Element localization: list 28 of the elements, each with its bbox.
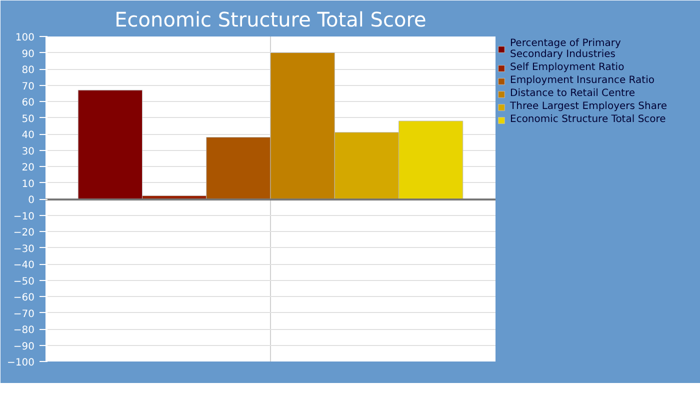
y-tick-label: −20 bbox=[13, 228, 35, 238]
y-tick-label: −40 bbox=[13, 260, 35, 271]
legend-label: Employment Insurance Ratio bbox=[510, 75, 654, 86]
y-tick-label: −50 bbox=[13, 276, 35, 288]
y-tick-label: 30 bbox=[22, 146, 35, 158]
y-tick-label: −80 bbox=[13, 325, 35, 336]
y-tick-label: 0 bbox=[28, 195, 35, 206]
y-tick-label: 10 bbox=[22, 178, 35, 190]
y-tick-label: −100 bbox=[7, 358, 35, 368]
y-tick-label: 70 bbox=[22, 81, 35, 92]
legend-label: Three Largest Employers Share bbox=[510, 101, 667, 112]
legend-label: Economic Structure Total Score bbox=[510, 114, 666, 125]
y-tick-label: 90 bbox=[22, 48, 35, 60]
y-tick-label: −90 bbox=[13, 341, 35, 352]
chart-title: Economic Structure Total Score bbox=[114, 8, 426, 32]
y-tick-label: −30 bbox=[13, 244, 35, 255]
y-tick-label: 40 bbox=[22, 130, 35, 141]
legend-label: Percentage of Primary Secondary Industries bbox=[510, 38, 621, 60]
y-tick-label: −10 bbox=[13, 211, 35, 222]
y-tick-label: 60 bbox=[22, 98, 35, 108]
legend-label: Distance to Retail Centre bbox=[510, 88, 635, 99]
y-tick-label: −60 bbox=[13, 292, 35, 304]
y-tick-label: 100 bbox=[15, 32, 35, 44]
y-tick-label: −70 bbox=[13, 308, 35, 320]
y-tick-label: 50 bbox=[22, 114, 35, 125]
legend-label: Self Employment Ratio bbox=[510, 62, 624, 73]
y-tick-label: 80 bbox=[22, 65, 35, 76]
y-tick-label: 20 bbox=[22, 162, 35, 174]
